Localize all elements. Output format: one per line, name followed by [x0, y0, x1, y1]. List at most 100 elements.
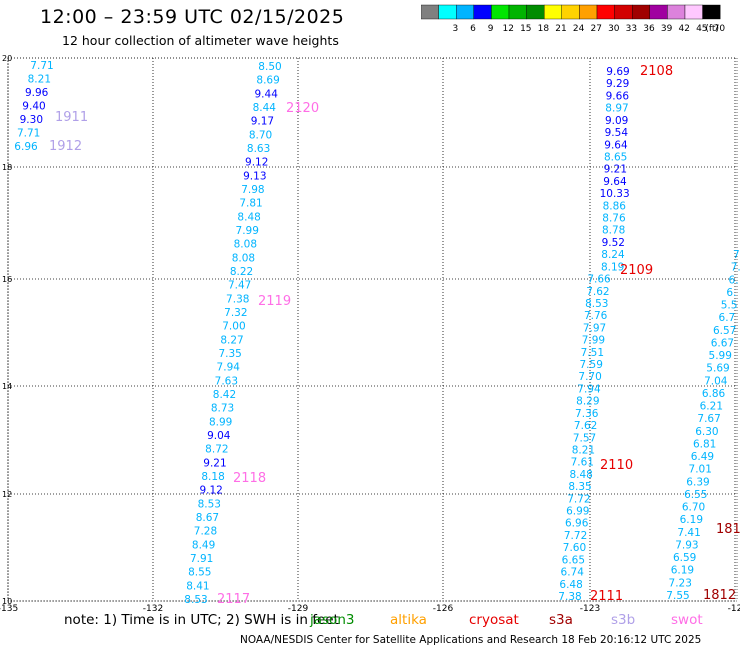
- wave-height-value: 7.28: [194, 526, 217, 538]
- satellite-label-s3a: s3a: [549, 612, 573, 628]
- wave-height-value: 5.99: [709, 350, 732, 362]
- latitude-tick-label: 10: [2, 597, 12, 606]
- wave-height-value: 7.62: [574, 420, 597, 432]
- wave-height-value: 8.19: [601, 261, 624, 273]
- longitude-tick-label: -135: [0, 604, 18, 612]
- longitude-tick-label: -12: [728, 604, 740, 612]
- satellite-label-jason3: jason3: [310, 612, 355, 628]
- wave-height-value: 9.29: [606, 78, 629, 90]
- wave-height-color-legend: 3 6 9 12 15 18 21 24 27 30 33 36 39 42 45 70(ft): [421, 4, 725, 34]
- wave-height-value: 6.96: [565, 518, 589, 530]
- wave-height-value: 7.32: [224, 307, 247, 319]
- wave-height-value: 9.66: [606, 90, 630, 102]
- satellite-label-swot: swot: [671, 612, 703, 628]
- wave-height-value: 6.49: [691, 451, 714, 463]
- legend-tick-label: 27: [590, 24, 601, 34]
- wave-height-value: 6.30: [695, 426, 718, 438]
- legend-tick-label: 45: [696, 24, 707, 34]
- pass-time-label: 1911: [55, 110, 88, 125]
- credit-line: NOAA/NESDIS Center for Satellite Applica…: [240, 634, 702, 646]
- wave-height-value: 6.86: [702, 388, 726, 400]
- wave-height-value: 8.41: [186, 580, 209, 592]
- wave-height-value: 7.55: [666, 590, 689, 602]
- wave-height-value: 7.97: [583, 322, 606, 334]
- wave-height-value: 7.91: [190, 553, 213, 565]
- wave-height-value: 7.36: [575, 408, 599, 420]
- pass-time-label: 2108: [640, 64, 673, 79]
- wave-height-value: 9.17: [251, 116, 274, 128]
- wave-height-value: 9.44: [255, 88, 279, 100]
- legend-tick-label: 36: [643, 24, 655, 34]
- legend-tick-label: 30: [608, 24, 620, 34]
- latitude-tick-label: 18: [2, 163, 12, 172]
- wave-height-value: 9.64: [604, 139, 628, 151]
- wave-height-value: 9.96: [25, 87, 49, 99]
- legend-tick-label: 21: [555, 24, 566, 34]
- wave-height-value: 5.69: [706, 363, 729, 375]
- wave-height-value: 7.00: [222, 321, 245, 333]
- wave-height-value: 8.21: [28, 74, 51, 86]
- wave-height-value: 6.19: [671, 565, 694, 577]
- wave-height-value: 7.62: [586, 286, 609, 298]
- pass-time-label: 2110: [600, 458, 633, 473]
- legend-tick-label: 24: [573, 24, 585, 34]
- wave-height-value: 7.59: [580, 359, 603, 371]
- wave-height-value: 8.29: [576, 396, 599, 408]
- wave-height-value: 7.70: [578, 371, 601, 383]
- legend-tick-label: 42: [678, 24, 689, 34]
- wave-height-value: 8.76: [602, 213, 626, 225]
- wave-height-value: 8.65: [604, 151, 627, 163]
- wave-height-value: 8.48: [237, 211, 260, 223]
- wave-height-value: 7.47: [228, 280, 251, 292]
- wave-height-value: 6.21: [700, 401, 723, 413]
- longitude-tick-label: -129: [288, 604, 309, 612]
- satellite-label-s3b: s3b: [611, 612, 636, 628]
- wave-height-value: 7.61: [571, 457, 594, 469]
- latitude-tick-label: 16: [2, 275, 12, 284]
- wave-height-value: 8.70: [249, 129, 272, 141]
- wave-height-value: 6.19: [680, 514, 703, 526]
- wave-height-value: 6.81: [693, 438, 716, 450]
- wave-height-value: 7.04: [704, 375, 728, 387]
- wave-height-value: 8.48: [569, 469, 592, 481]
- legend-tick-label: 39: [661, 24, 673, 34]
- wave-height-value: 8.78: [602, 225, 625, 237]
- wave-height-value: 7.94: [577, 383, 601, 395]
- wave-height-value: 6.59: [673, 552, 696, 564]
- wave-height-value: 8.67: [196, 512, 219, 524]
- legend-tick-label: 15: [520, 24, 531, 34]
- pass-time-label: 2118: [233, 471, 266, 486]
- wave-height-value: 8.35: [568, 481, 591, 493]
- wave-height-value: 8.63: [247, 143, 270, 155]
- wave-height-value: 7.23: [669, 577, 692, 589]
- wave-height-value: 7.72: [564, 530, 587, 542]
- wave-height-value: 7.: [733, 249, 740, 261]
- wave-height-value: 8.27: [220, 334, 243, 346]
- wave-height-value: 7.63: [215, 375, 238, 387]
- wave-height-value: 7.41: [677, 527, 700, 539]
- longitude-tick-label: -126: [433, 604, 454, 612]
- pass-time-label: 1812: [703, 588, 736, 603]
- wave-height-value: 8.24: [601, 249, 625, 261]
- satellite-label-altika: altika: [390, 612, 427, 628]
- wave-height-value: 9.09: [605, 115, 628, 127]
- wave-height-value: 8.72: [205, 444, 228, 456]
- wave-height-value: 7.67: [697, 413, 720, 425]
- pass-time-label: 2109: [620, 263, 653, 278]
- wave-height-value: 8.53: [585, 298, 608, 310]
- wave-height-value: 10.33: [600, 188, 630, 200]
- legend-tick-label: 33: [626, 24, 637, 34]
- wave-height-value: 7.51: [581, 347, 604, 359]
- wave-height-value: 8.53: [184, 594, 207, 606]
- wave-height-value: 7.93: [675, 539, 698, 551]
- wave-height-value: 9.21: [604, 164, 627, 176]
- wave-height-value: 7.99: [582, 335, 605, 347]
- pass-time-label: 181: [716, 522, 740, 537]
- wave-height-value: 6.99: [566, 506, 589, 518]
- legend-swatch: [702, 4, 721, 20]
- wave-height-value: 6.65: [562, 554, 585, 566]
- wave-height-value: 7.72: [567, 493, 590, 505]
- wave-height-value: 8.08: [232, 252, 255, 264]
- legend-tick-label: 3: [453, 24, 459, 34]
- wave-height-value: 9.40: [22, 101, 45, 113]
